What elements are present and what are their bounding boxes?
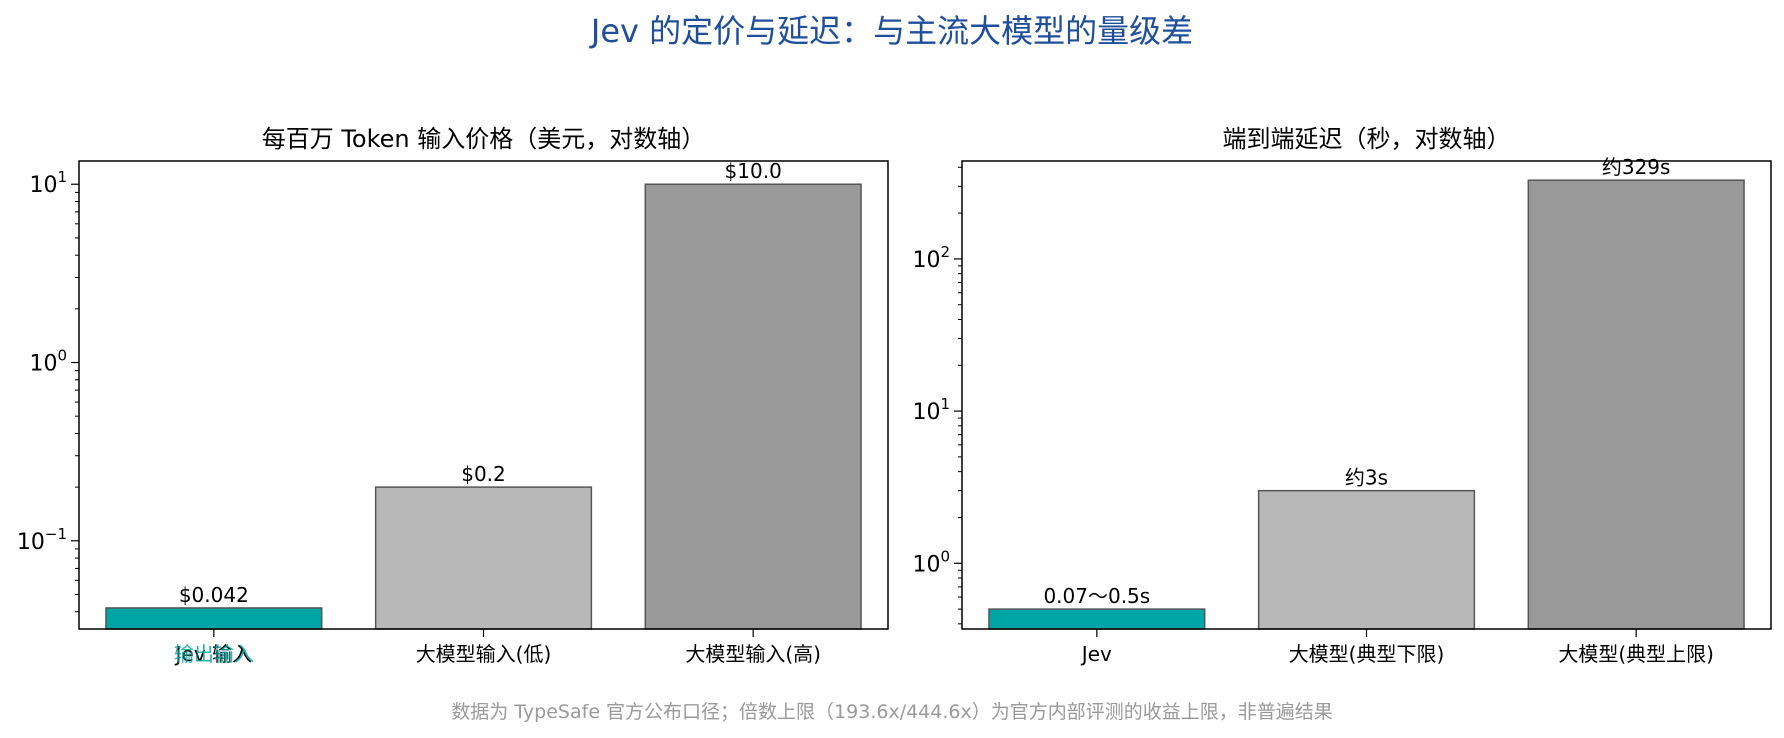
x-tick-label-2: 大模型(典型下限) (1289, 642, 1445, 666)
main-title: Jev 的定价与延迟：与主流大模型的量级差 (590, 12, 1194, 50)
data-label-3: 约329s (1602, 155, 1671, 179)
x-tick-label-1: Jev 输入 (174, 642, 252, 666)
bar-3 (644, 183, 862, 630)
x-tick-label-3: 大模型输入(高) (685, 642, 821, 666)
y-tick-label: 101 (912, 395, 950, 425)
bar-3 (1527, 179, 1745, 630)
data-label-1: 0.07〜0.5s (1043, 584, 1150, 608)
y-tick-label: 10−1 (17, 525, 67, 555)
chart-panel-2: 端到端延迟（秒，对数轴） 100 101 102 0.07〜0.5s Jev 约3s 大模型(… (912, 125, 1772, 666)
data-label-3: $10.0 (725, 159, 782, 183)
chart-title: 每百万 Token 输入价格（美元，对数轴） (262, 125, 706, 153)
data-label-2: $0.2 (461, 462, 506, 486)
plot-frame (961, 160, 1772, 630)
y-tick-label: 100 (912, 547, 950, 577)
x-tick-label-3: 大模型(典型上限) (1558, 642, 1714, 666)
bar-1 (988, 608, 1206, 630)
plot-frame (78, 160, 889, 630)
x-tick-label-1: Jev (1080, 642, 1112, 666)
data-label-2: 约3s (1345, 466, 1388, 490)
x-tick-label-overlay: 输出输入 (174, 642, 254, 666)
bar-1 (105, 607, 323, 630)
chart-panel-1: 每百万 Token 输入价格（美元，对数轴） 10−1 100 101 $0.042 Je… (17, 125, 889, 666)
x-tick-label-2: 大模型输入(低) (416, 642, 552, 666)
y-tick-label: 102 (912, 243, 950, 273)
bar-2 (1257, 489, 1476, 630)
chart-title: 端到端延迟（秒，对数轴） (1223, 125, 1511, 153)
footnote: 数据为 TypeSafe 官方公布口径；倍数上限（193.6x/444.6x）为… (451, 701, 1333, 723)
y-tick-label: 101 (29, 168, 67, 198)
y-tick-label: 100 (29, 347, 67, 377)
bar-2 (374, 486, 593, 630)
data-label-1: $0.042 (179, 583, 249, 607)
